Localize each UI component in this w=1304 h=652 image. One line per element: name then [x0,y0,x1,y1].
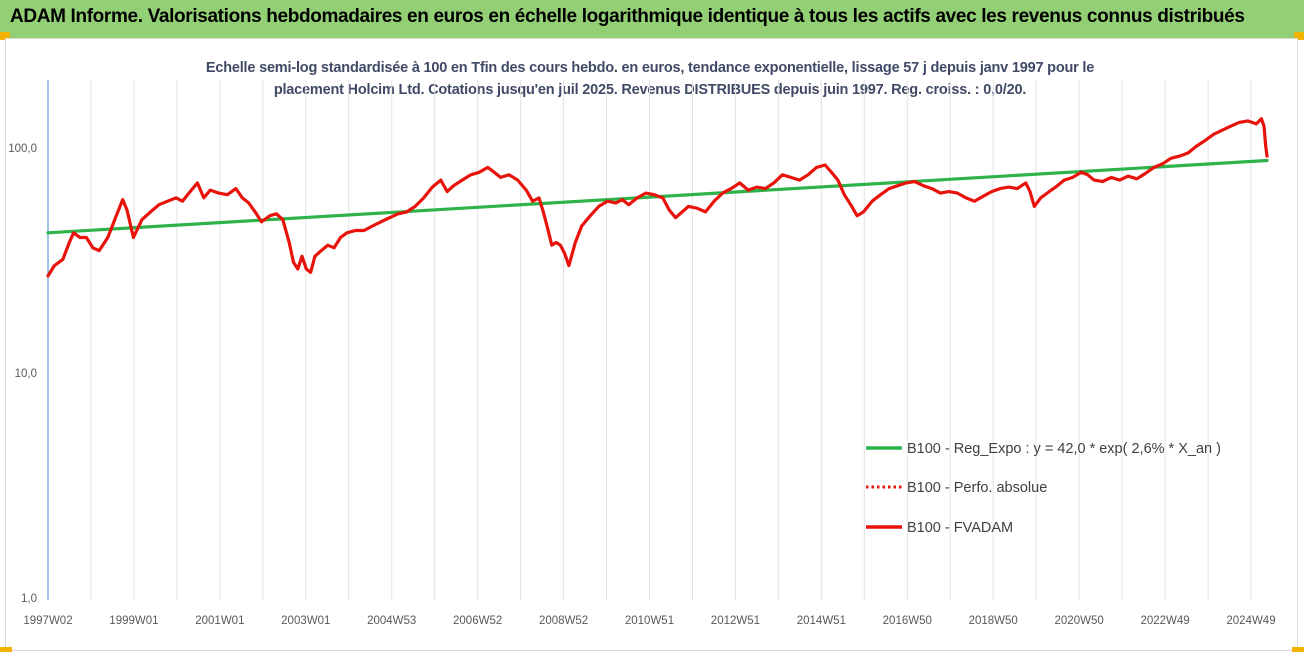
series [46,117,1269,278]
x-tick-label: 2001W01 [195,615,244,627]
x-tick-label: 2008W52 [539,615,588,627]
x-tick-label: 2014W51 [797,615,846,627]
x-tick-label: 2024W49 [1226,615,1275,627]
x-tick-label: 2010W51 [625,615,674,627]
legend-label: B100 - FVADAM [907,520,1013,536]
x-tick-label: 2004W53 [367,615,416,627]
footer-corner-left [0,647,12,652]
legend-label: B100 - Reg_Expo : y = 42,0 * exp( 2,6% *… [907,441,1221,457]
axes: 100,0 10,0 1,0 1997W02 1999W01 2001W01 2003W01… [8,80,1276,627]
x-tick-label: 2016W50 [883,615,932,627]
chart-title-line-2: placement Holcim Ltd. Cotations jusqu'en… [273,82,1027,98]
x-tick-label: 2003W01 [281,615,330,627]
x-tick-label: 1997W02 [23,615,72,627]
x-tick-label: 2018W50 [969,615,1018,627]
x-tick-label: 1999W01 [109,615,158,627]
footer-corner-right [1292,647,1304,652]
header-bar: ADAM Informe. Valorisations hebdomadaire… [0,0,1304,40]
header-corner-right [1294,32,1304,40]
chart-frame [5,38,1298,651]
x-tick-label: 2022W49 [1140,615,1189,627]
series-line [46,117,1269,278]
page-title: ADAM Informe. Valorisations hebdomadaire… [10,6,1245,27]
y-tick-label: 100,0 [8,143,37,155]
x-tick-label: 2006W52 [453,615,502,627]
legend: B100 - Reg_Expo : y = 42,0 * exp( 2,6% *… [866,441,1221,536]
y-tick-label: 1,0 [21,593,37,605]
x-tick-label: 2012W51 [711,615,760,627]
header-corner-left [0,32,10,40]
chart-title-line-1: Echelle semi-log standardisée à 100 en T… [205,60,1095,76]
y-tick-label: 10,0 [15,368,37,380]
x-tick-label: 2020W50 [1055,615,1104,627]
legend-label: B100 - Perfo. absolue [907,480,1047,496]
grid [90,80,1252,600]
